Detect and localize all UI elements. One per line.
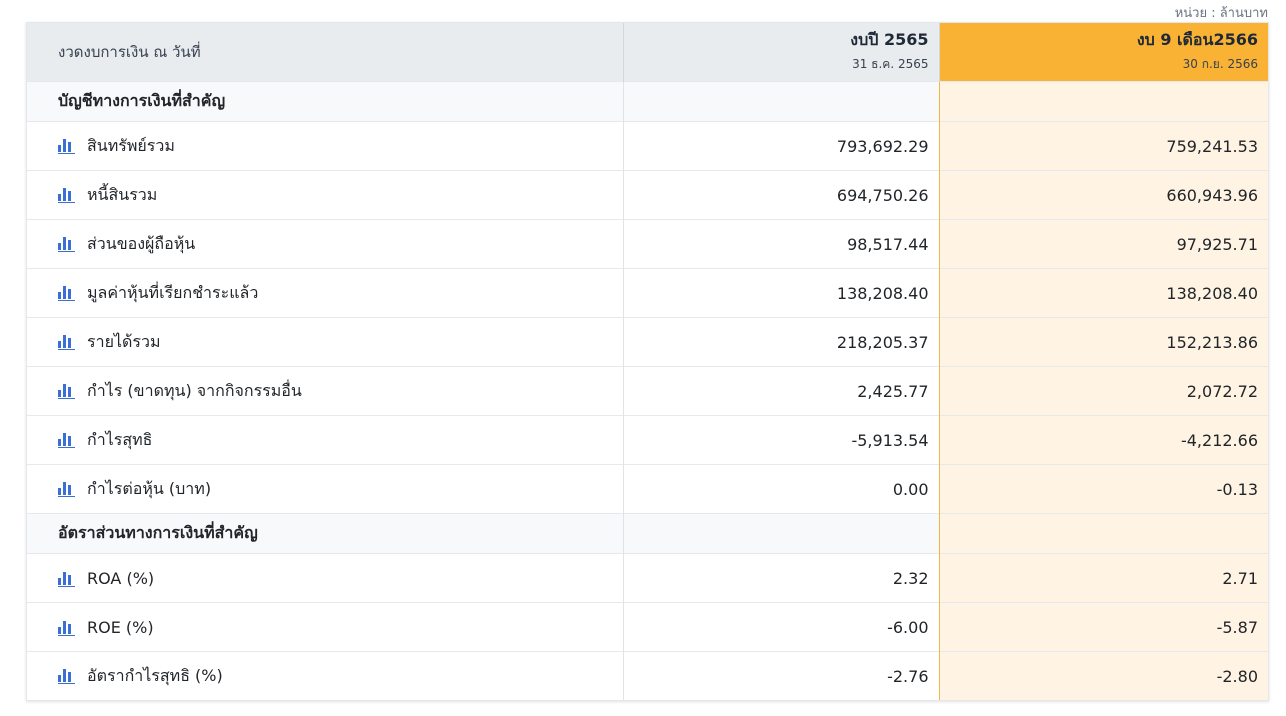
section-empty-cell [623, 81, 940, 122]
row-value-annual: 2,425.77 [623, 366, 940, 416]
table-row: กำไร (ขาดทุน) จากกิจกรรมอื่น 2,425.77 2,07… [27, 366, 1268, 416]
table-row: ROA (%) 2.32 2.71 [27, 553, 1268, 603]
row-label: กำไรต่อหุ้น (บาท) [87, 478, 212, 498]
row-value-9month: 2.71 [939, 553, 1268, 603]
row-label-cell: กำไรสุทธิ [27, 415, 624, 465]
section-title: อัตราส่วนทางการเงินที่สำคัญ [27, 513, 624, 554]
row-label: กำไร (ขาดทุน) จากกิจกรรมอื่น [87, 380, 302, 400]
row-label-cell: ROE (%) [27, 602, 624, 652]
row-value-9month: 152,213.86 [939, 317, 1268, 367]
header-col-9month-title: งบ 9 เดือน2566 [1136, 30, 1258, 49]
row-label-cell: อัตรากำไรสุทธิ (%) [27, 651, 624, 700]
bar-chart-icon[interactable] [58, 481, 75, 497]
bar-chart-icon[interactable] [58, 571, 75, 587]
table-row: สินทรัพย์รวม 793,692.29 759,241.53 [27, 121, 1268, 171]
row-label: ROE (%) [87, 617, 154, 637]
row-label: รายได้รวม [87, 331, 161, 351]
header-col-annual: งบปี 2565 31 ธ.ค. 2565 [623, 23, 940, 82]
section-empty-cell [939, 81, 1268, 122]
row-value-annual: 0.00 [623, 464, 940, 514]
row-value-annual: 793,692.29 [623, 121, 940, 171]
row-value-9month: -0.13 [939, 464, 1268, 514]
table-row: ROE (%) -6.00 -5.87 [27, 602, 1268, 652]
row-value-9month: -4,212.66 [939, 415, 1268, 465]
table-row: กำไรต่อหุ้น (บาท) 0.00 -0.13 [27, 464, 1268, 514]
section-empty-cell [939, 513, 1268, 554]
row-value-annual: 694,750.26 [623, 170, 940, 220]
bar-chart-icon[interactable] [58, 285, 75, 301]
table-row: ส่วนของผู้ถือหุ้น 98,517.44 97,925.71 [27, 219, 1268, 269]
header-col-annual-title: งบปี 2565 [850, 30, 929, 49]
bar-chart-icon[interactable] [58, 620, 75, 636]
row-value-annual: -2.76 [623, 651, 940, 700]
bar-chart-icon[interactable] [58, 383, 75, 399]
row-label-cell: สินทรัพย์รวม [27, 121, 624, 171]
bar-chart-icon[interactable] [58, 668, 75, 684]
unit-label: หน่วย : ล้านบาท [1174, 6, 1268, 21]
header-col-9month-date: 30 ก.ย. 2566 [1182, 57, 1258, 71]
row-label: ROA (%) [87, 568, 155, 588]
section-header-row: อัตราส่วนทางการเงินที่สำคัญ [27, 513, 1268, 554]
row-label: มูลค่าหุ้นที่เรียกชำระแล้ว [87, 282, 259, 302]
section-empty-cell [623, 513, 940, 554]
row-label: อัตรากำไรสุทธิ (%) [87, 665, 223, 685]
row-label: ส่วนของผู้ถือหุ้น [87, 233, 196, 253]
row-label: หนี้สินรวม [87, 184, 158, 204]
row-label-cell: ROA (%) [27, 553, 624, 603]
section-title: บัญชีทางการเงินที่สำคัญ [27, 81, 624, 122]
table-row: รายได้รวม 218,205.37 152,213.86 [27, 317, 1268, 367]
table-row: อัตรากำไรสุทธิ (%) -2.76 -2.80 [27, 651, 1268, 700]
row-value-9month: -5.87 [939, 602, 1268, 652]
row-value-annual: -6.00 [623, 602, 940, 652]
row-value-annual: 2.32 [623, 553, 940, 603]
row-value-annual: 98,517.44 [623, 219, 940, 269]
row-label-cell: ส่วนของผู้ถือหุ้น [27, 219, 624, 269]
table-row: หนี้สินรวม 694,750.26 660,943.96 [27, 170, 1268, 220]
row-value-9month: 97,925.71 [939, 219, 1268, 269]
row-value-9month: 660,943.96 [939, 170, 1268, 220]
table-row: มูลค่าหุ้นที่เรียกชำระแล้ว 138,208.40 138,… [27, 268, 1268, 318]
row-value-9month: 2,072.72 [939, 366, 1268, 416]
row-value-annual: -5,913.54 [623, 415, 940, 465]
table-row: กำไรสุทธิ -5,913.54 -4,212.66 [27, 415, 1268, 465]
header-col-annual-date: 31 ธ.ค. 2565 [852, 57, 929, 71]
row-value-annual: 138,208.40 [623, 268, 940, 318]
row-label: กำไรสุทธิ [87, 429, 153, 449]
financial-table: งวดงบการเงิน ณ วันที่ งบปี 2565 31 ธ.ค. … [26, 22, 1269, 701]
row-value-9month: 759,241.53 [939, 121, 1268, 171]
row-label: สินทรัพย์รวม [87, 135, 175, 155]
row-label-cell: กำไรต่อหุ้น (บาท) [27, 464, 624, 514]
row-value-9month: 138,208.40 [939, 268, 1268, 318]
bar-chart-icon[interactable] [58, 138, 75, 154]
row-label-cell: หนี้สินรวม [27, 170, 624, 220]
row-label-cell: กำไร (ขาดทุน) จากกิจกรรมอื่น [27, 366, 624, 416]
row-value-annual: 218,205.37 [623, 317, 940, 367]
row-label-cell: รายได้รวม [27, 317, 624, 367]
header-col-9month: งบ 9 เดือน2566 30 ก.ย. 2566 [939, 23, 1268, 82]
row-value-9month: -2.80 [939, 651, 1268, 700]
bar-chart-icon[interactable] [58, 432, 75, 448]
section-header-row: บัญชีทางการเงินที่สำคัญ [27, 81, 1268, 122]
header-row: งวดงบการเงิน ณ วันที่ งบปี 2565 31 ธ.ค. … [27, 23, 1268, 82]
bar-chart-icon[interactable] [58, 334, 75, 350]
bar-chart-icon[interactable] [58, 236, 75, 252]
header-period-label: งวดงบการเงิน ณ วันที่ [27, 23, 624, 82]
bar-chart-icon[interactable] [58, 187, 75, 203]
row-label-cell: มูลค่าหุ้นที่เรียกชำระแล้ว [27, 268, 624, 318]
